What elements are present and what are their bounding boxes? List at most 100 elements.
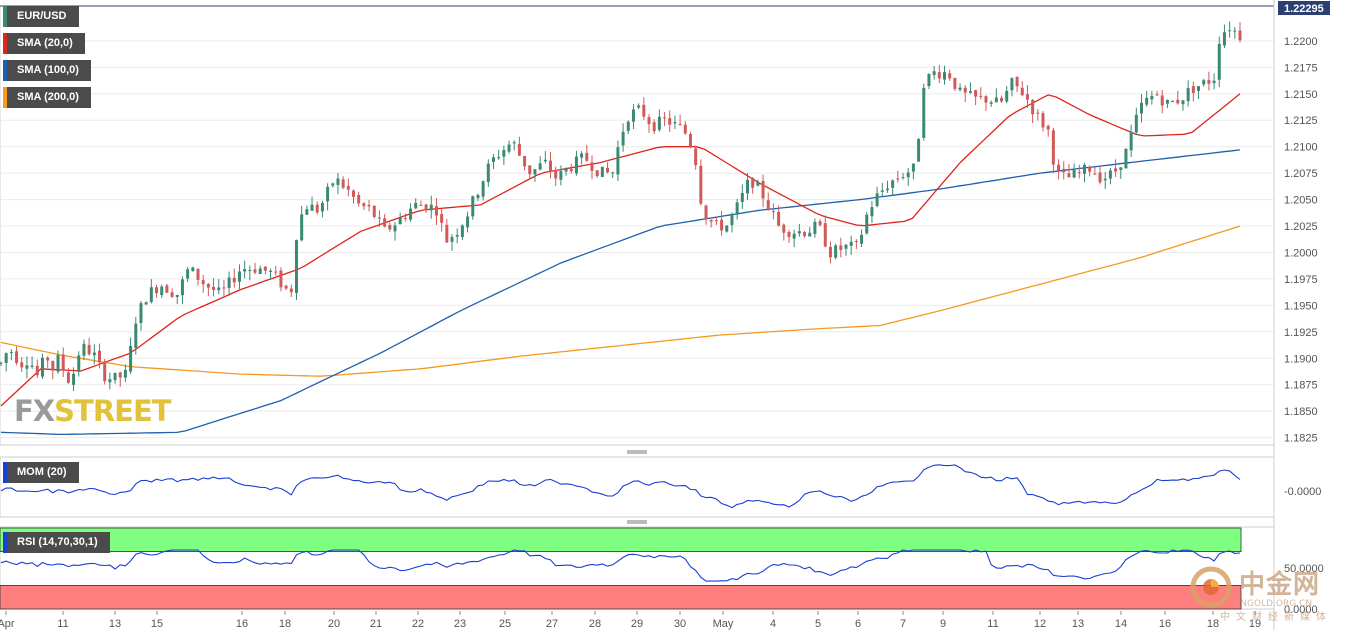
bull-candle bbox=[989, 102, 993, 104]
bear-candle bbox=[1088, 166, 1092, 172]
bear-candle bbox=[440, 214, 444, 223]
sma20-legend[interactable]: SMA (20,0) bbox=[3, 33, 85, 54]
bull-candle bbox=[507, 144, 511, 152]
bull-candle bbox=[1165, 99, 1169, 104]
bull-candle bbox=[559, 170, 563, 180]
bull-candle bbox=[450, 237, 454, 242]
bear-candle bbox=[315, 204, 319, 213]
time-tick-label: 7 bbox=[900, 618, 906, 630]
bear-candle bbox=[403, 217, 407, 219]
bull-candle bbox=[502, 149, 506, 157]
bull-candle bbox=[429, 204, 433, 211]
time-tick-label: 29 bbox=[631, 618, 643, 630]
price-tick-label: 1.1825 bbox=[1284, 433, 1318, 445]
bull-candle bbox=[243, 269, 247, 272]
bear-candle bbox=[777, 211, 781, 226]
bull-candle bbox=[0, 362, 3, 364]
bull-candle bbox=[414, 202, 418, 209]
bear-candle bbox=[279, 270, 283, 288]
bull-candle bbox=[1145, 97, 1149, 105]
price-tick-label: 1.1875 bbox=[1284, 380, 1318, 392]
bull-candle bbox=[1171, 101, 1175, 103]
bull-candle bbox=[160, 286, 164, 296]
time-tick-label: 28 bbox=[589, 618, 601, 630]
bear-candle bbox=[803, 231, 807, 237]
bull-candle bbox=[860, 234, 864, 244]
bull-candle bbox=[108, 379, 112, 383]
bear-candle bbox=[771, 211, 775, 213]
mom-legend[interactable]: MOM (20) bbox=[3, 462, 79, 483]
bull-candle bbox=[1181, 100, 1185, 105]
bull-candle bbox=[611, 172, 615, 174]
bear-candle bbox=[704, 205, 708, 220]
bear-candle bbox=[782, 224, 786, 233]
bear-candle bbox=[383, 218, 387, 227]
bear-candle bbox=[642, 104, 646, 117]
price-tick-label: 1.2050 bbox=[1284, 195, 1318, 207]
bull-candle bbox=[113, 372, 117, 381]
bull-candle bbox=[849, 241, 853, 246]
bear-candle bbox=[155, 287, 159, 294]
sma200-legend[interactable]: SMA (200,0) bbox=[3, 87, 91, 108]
bear-candle bbox=[103, 362, 107, 382]
price-axis: 1.2200 1.2175 1.2150 1.2125 1.2100 1.2075 1.20… bbox=[1284, 36, 1318, 445]
bear-candle bbox=[87, 344, 91, 355]
bear-candle bbox=[1062, 168, 1066, 173]
bear-candle bbox=[761, 180, 765, 199]
symbol-legend[interactable]: EUR/USD bbox=[3, 6, 79, 27]
bull-candle bbox=[294, 240, 298, 293]
time-tick-label: 11 bbox=[987, 618, 998, 630]
bear-candle bbox=[1057, 164, 1061, 171]
bull-candle bbox=[1119, 167, 1123, 170]
price-tick-label: 1.2075 bbox=[1284, 168, 1318, 180]
bear-candle bbox=[896, 178, 900, 180]
bull-candle bbox=[911, 163, 915, 172]
bull-candle bbox=[217, 287, 221, 291]
bear-candle bbox=[424, 204, 428, 210]
bull-candle bbox=[844, 244, 848, 249]
bull-candle bbox=[409, 208, 413, 220]
rsi-panel: 50.0000 0.0000 bbox=[0, 526, 1324, 616]
time-tick-label: 16 bbox=[1159, 618, 1171, 630]
bull-candle bbox=[486, 163, 490, 183]
bull-candle bbox=[149, 287, 153, 303]
bear-candle bbox=[1015, 76, 1019, 87]
bull-candle bbox=[725, 225, 729, 232]
time-tick-label: 11 bbox=[57, 618, 68, 630]
bear-candle bbox=[206, 284, 210, 288]
time-tick-label: 4 bbox=[770, 618, 776, 630]
bear-candle bbox=[46, 357, 50, 361]
bear-candle bbox=[284, 285, 288, 289]
bear-candle bbox=[170, 292, 174, 297]
bull-candle bbox=[1129, 131, 1133, 151]
bull-candle bbox=[994, 97, 998, 103]
bull-candle bbox=[139, 303, 143, 323]
sma100-line bbox=[0, 149, 1241, 436]
bull-candle bbox=[880, 190, 884, 192]
bear-candle bbox=[751, 178, 755, 188]
bull-candle bbox=[730, 214, 734, 226]
bull-candle bbox=[1233, 30, 1237, 32]
bull-candle bbox=[746, 180, 750, 194]
bull-candle bbox=[269, 270, 273, 272]
bull-candle bbox=[310, 204, 314, 211]
bull-candle bbox=[740, 193, 744, 203]
bear-candle bbox=[699, 165, 703, 204]
rsi-tick-label: 50.0000 bbox=[1284, 563, 1324, 575]
bull-candle bbox=[968, 91, 972, 93]
bull-candle bbox=[398, 217, 402, 225]
price-tick-label: 1.2200 bbox=[1284, 36, 1318, 48]
bear-candle bbox=[590, 162, 594, 171]
rsi-legend[interactable]: RSI (14,70,30,1) bbox=[3, 532, 110, 553]
bear-candle bbox=[419, 204, 423, 206]
price-tick-label: 1.2000 bbox=[1284, 247, 1318, 259]
mom-line bbox=[0, 464, 1241, 509]
sma100-legend[interactable]: SMA (100,0) bbox=[3, 60, 91, 81]
bull-candle bbox=[258, 268, 262, 275]
price-tick-label: 1.2150 bbox=[1284, 89, 1318, 101]
bear-candle bbox=[97, 350, 101, 363]
bull-candle bbox=[580, 153, 584, 158]
bear-candle bbox=[372, 205, 376, 218]
bull-candle bbox=[756, 182, 760, 186]
